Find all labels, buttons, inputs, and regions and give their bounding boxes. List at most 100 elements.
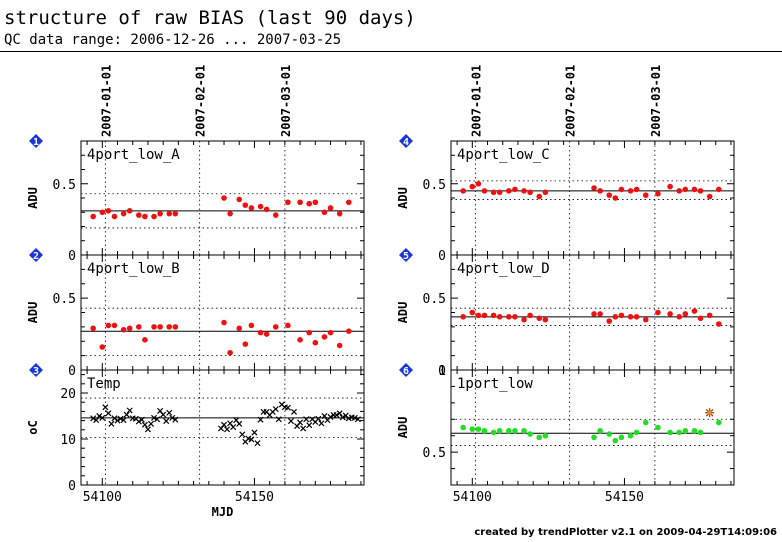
data-point — [682, 311, 689, 317]
data-point — [172, 416, 179, 423]
data-point — [105, 410, 112, 417]
panel-frame — [80, 369, 365, 486]
data-point — [345, 199, 352, 206]
data-point — [123, 411, 130, 418]
data-point — [633, 186, 640, 193]
data-point — [642, 192, 649, 198]
data-point — [460, 188, 466, 194]
data-point — [108, 420, 115, 427]
data-point — [303, 416, 310, 423]
data-point — [135, 418, 142, 425]
data-point — [254, 440, 261, 447]
panel-number-badge — [399, 363, 413, 377]
data-point — [321, 209, 328, 216]
data-point — [166, 324, 173, 330]
data-point — [655, 424, 661, 431]
data-point — [142, 337, 148, 343]
y-tick-label: 0.5 — [423, 292, 446, 307]
data-point — [345, 328, 352, 334]
data-point — [682, 186, 689, 193]
page-subtitle: QC data range: 2006-12-26 ... 2007-03-25 — [4, 32, 342, 48]
data-point — [154, 416, 161, 423]
date-marker-label: 2007-01-01 — [99, 65, 113, 137]
panel-number-badge — [29, 363, 43, 377]
data-point — [527, 189, 533, 196]
data-point — [536, 315, 543, 322]
title-rule — [0, 51, 782, 52]
data-point — [618, 434, 625, 441]
data-point — [248, 436, 255, 443]
data-point — [99, 414, 106, 421]
data-point — [242, 341, 249, 347]
data-point — [236, 420, 243, 427]
data-point — [239, 431, 246, 438]
panel-number: 3 — [33, 366, 39, 377]
data-point — [111, 322, 118, 329]
data-point — [257, 329, 264, 336]
data-point — [96, 412, 103, 420]
y-tick-label: 0 — [68, 249, 76, 264]
y-tick-label: 20 — [60, 387, 76, 402]
y-axis-label: oC — [26, 420, 40, 434]
data-point — [99, 209, 106, 216]
data-point — [475, 426, 482, 432]
panel-frame — [450, 369, 735, 486]
data-point — [230, 424, 237, 431]
data-point — [706, 193, 713, 200]
data-point — [521, 316, 527, 323]
data-point — [169, 414, 176, 421]
data-point — [236, 325, 243, 332]
data-point — [612, 314, 619, 320]
y-tick-label: 0.5 — [53, 292, 76, 307]
data-point — [285, 322, 291, 329]
data-point — [227, 210, 233, 217]
y-axis-label: ADU — [396, 417, 410, 439]
x-tick-label: 54100 — [83, 490, 122, 505]
panel-number-badge — [399, 248, 413, 262]
data-point — [597, 311, 603, 317]
data-point — [157, 324, 163, 330]
panel-label: 1port_low — [457, 376, 533, 392]
date-marker-label: 2007-02-01 — [564, 65, 578, 137]
data-point — [351, 414, 358, 421]
page-title: structure of raw BIAS (last 90 days) — [4, 7, 416, 29]
data-point — [512, 314, 518, 320]
data-point — [475, 312, 482, 319]
data-point — [469, 426, 476, 432]
panel-number: 5 — [403, 251, 409, 262]
data-point — [490, 429, 497, 436]
panel-number-badge — [399, 134, 413, 148]
y-tick-label: 1 — [438, 364, 446, 379]
data-point — [336, 210, 343, 217]
data-point — [138, 416, 145, 423]
data-point — [676, 314, 683, 320]
date-marker-label: 2007-03-01 — [649, 65, 663, 137]
panel-3: 0 10 20 oC Temp 3 — [26, 363, 365, 494]
y-tick-label: 0 — [68, 364, 76, 379]
data-point — [496, 314, 503, 320]
data-point — [627, 314, 634, 320]
data-point — [220, 421, 228, 428]
y-axis-label: ADU — [396, 302, 410, 324]
panel-4: 0 0.5 ADU 4port_low_C 4 — [396, 134, 735, 264]
data-point — [591, 185, 597, 191]
data-point — [287, 418, 294, 425]
panel-label: 4port_low_D — [457, 261, 550, 277]
data-point — [126, 407, 133, 414]
panel-1: 0 0.5 ADU 4port_low_A 1 — [26, 134, 365, 264]
data-point — [221, 319, 227, 326]
data-point — [542, 189, 549, 196]
data-point — [157, 210, 163, 217]
data-point — [512, 186, 518, 193]
data-point — [306, 422, 313, 429]
date-marker-label: 2007-01-01 — [469, 65, 483, 137]
data-point — [606, 192, 613, 198]
data-point — [655, 309, 661, 316]
data-point — [715, 321, 722, 327]
data-point — [93, 417, 100, 424]
data-point — [272, 212, 279, 218]
data-point — [691, 427, 698, 434]
data-point — [481, 188, 488, 194]
data-point — [336, 342, 343, 349]
panel-2: 0 0.5 ADU 4port_low_B 2 — [26, 248, 365, 379]
